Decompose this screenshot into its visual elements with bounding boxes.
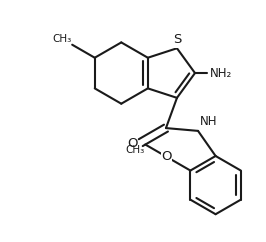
- Text: O: O: [161, 150, 172, 163]
- Text: CH₃: CH₃: [52, 34, 71, 44]
- Text: NH₂: NH₂: [210, 67, 232, 80]
- Text: CH₃: CH₃: [125, 145, 144, 156]
- Text: S: S: [173, 33, 181, 46]
- Text: NH: NH: [200, 115, 218, 128]
- Text: O: O: [127, 137, 138, 150]
